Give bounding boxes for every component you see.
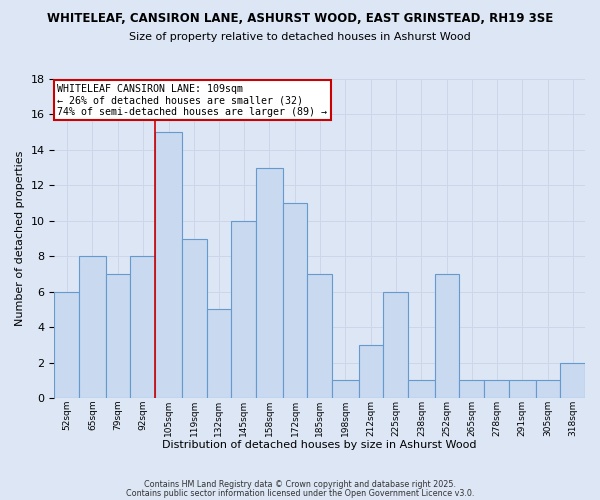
Bar — [359, 345, 383, 398]
Y-axis label: Number of detached properties: Number of detached properties — [15, 151, 25, 326]
Bar — [484, 380, 509, 398]
X-axis label: Distribution of detached houses by size in Ashurst Wood: Distribution of detached houses by size … — [163, 440, 477, 450]
Bar — [256, 168, 283, 398]
Bar — [332, 380, 359, 398]
Bar — [206, 310, 231, 398]
Text: WHITELEAF CANSIRON LANE: 109sqm
← 26% of detached houses are smaller (32)
74% of: WHITELEAF CANSIRON LANE: 109sqm ← 26% of… — [57, 84, 327, 117]
Bar — [182, 238, 206, 398]
Bar — [283, 203, 307, 398]
Bar — [560, 362, 585, 398]
Text: WHITELEAF, CANSIRON LANE, ASHURST WOOD, EAST GRINSTEAD, RH19 3SE: WHITELEAF, CANSIRON LANE, ASHURST WOOD, … — [47, 12, 553, 26]
Bar — [130, 256, 155, 398]
Bar — [536, 380, 560, 398]
Text: Contains public sector information licensed under the Open Government Licence v3: Contains public sector information licen… — [126, 488, 474, 498]
Bar — [231, 221, 256, 398]
Bar — [460, 380, 484, 398]
Bar — [155, 132, 182, 398]
Text: Contains HM Land Registry data © Crown copyright and database right 2025.: Contains HM Land Registry data © Crown c… — [144, 480, 456, 489]
Bar — [106, 274, 130, 398]
Bar — [509, 380, 536, 398]
Bar — [435, 274, 460, 398]
Text: Size of property relative to detached houses in Ashurst Wood: Size of property relative to detached ho… — [129, 32, 471, 42]
Bar — [307, 274, 332, 398]
Bar — [383, 292, 408, 398]
Bar — [55, 292, 79, 398]
Bar — [408, 380, 435, 398]
Bar — [79, 256, 106, 398]
